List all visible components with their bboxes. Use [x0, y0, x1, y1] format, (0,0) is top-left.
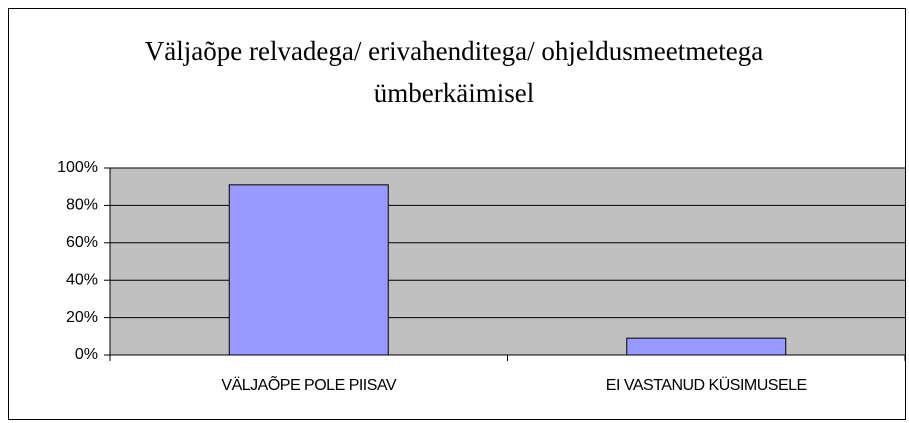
y-tick-label: 80% [66, 197, 98, 214]
x-tick-label: EI VASTANUD KÜSIMUSELE [606, 376, 807, 394]
y-tick-label: 100% [57, 159, 98, 176]
chart-title: Väljaõpe relvadega/ erivahenditega/ ohje… [144, 36, 764, 108]
y-tick-label: 0% [75, 346, 98, 363]
bar [228, 184, 389, 356]
bar [626, 337, 787, 356]
x-tick-label: VÄLJAÕPE POLE PIISAV [221, 374, 397, 394]
y-tick-label: 40% [66, 271, 98, 288]
y-tick-label: 60% [66, 234, 98, 251]
y-tick-label: 20% [66, 309, 98, 326]
